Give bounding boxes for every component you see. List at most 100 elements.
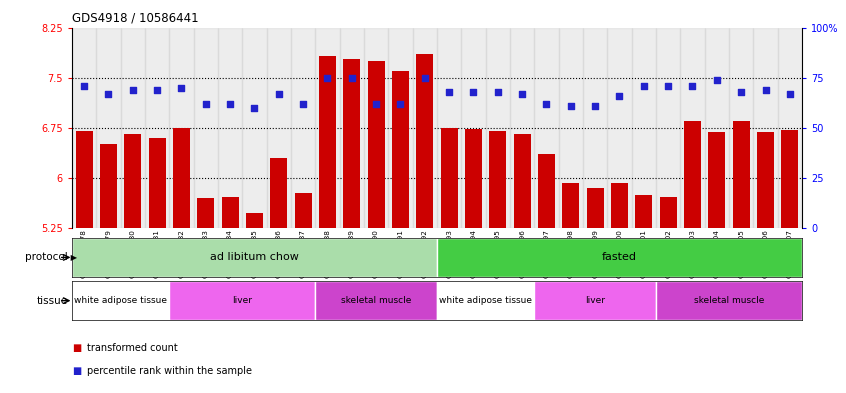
Text: ▶: ▶ <box>68 253 77 262</box>
Bar <box>173 128 190 228</box>
Text: protocol: protocol <box>25 252 68 263</box>
Point <box>102 90 115 97</box>
Bar <box>75 131 92 228</box>
Point <box>564 103 578 109</box>
Bar <box>242 28 266 228</box>
Bar <box>489 131 506 228</box>
Point <box>77 83 91 89</box>
Bar <box>392 71 409 228</box>
Bar <box>145 28 169 228</box>
Point <box>686 83 700 89</box>
Bar <box>607 28 632 228</box>
Bar <box>149 138 166 228</box>
Bar <box>266 28 291 228</box>
Point <box>248 105 261 111</box>
Bar <box>708 132 725 228</box>
Bar <box>368 61 385 228</box>
Bar <box>680 28 705 228</box>
Bar <box>194 28 218 228</box>
Point <box>637 83 651 89</box>
FancyBboxPatch shape <box>316 281 437 320</box>
Text: GDS4918 / 10586441: GDS4918 / 10586441 <box>72 12 199 25</box>
Bar <box>413 28 437 228</box>
Text: tissue: tissue <box>36 296 68 306</box>
Point <box>783 90 797 97</box>
FancyBboxPatch shape <box>437 238 802 277</box>
Bar <box>753 28 777 228</box>
FancyBboxPatch shape <box>656 281 802 320</box>
Bar <box>514 134 530 228</box>
Bar <box>656 28 680 228</box>
Bar <box>364 28 388 228</box>
Bar <box>291 28 316 228</box>
Bar <box>441 128 458 228</box>
Point <box>174 84 188 91</box>
Bar <box>218 28 242 228</box>
Point <box>662 83 675 89</box>
Point <box>588 103 602 109</box>
Bar <box>632 28 656 228</box>
Bar <box>461 28 486 228</box>
Bar <box>510 28 535 228</box>
Bar <box>270 158 288 228</box>
Point <box>199 101 212 107</box>
Point <box>710 77 723 83</box>
Text: white adipose tissue: white adipose tissue <box>439 296 532 305</box>
Bar <box>586 188 604 228</box>
Bar <box>416 54 433 228</box>
Point <box>613 92 626 99</box>
Bar <box>635 195 652 228</box>
Bar <box>169 28 194 228</box>
Bar <box>563 183 580 228</box>
Bar <box>558 28 583 228</box>
Bar <box>319 56 336 228</box>
Point <box>467 88 481 95</box>
Text: ad libitum chow: ad libitum chow <box>210 252 299 263</box>
Text: ■: ■ <box>72 366 81 376</box>
Point <box>515 90 529 97</box>
FancyBboxPatch shape <box>437 281 535 320</box>
Point <box>734 88 748 95</box>
Bar <box>684 121 701 228</box>
Bar <box>535 28 558 228</box>
Bar <box>72 28 96 228</box>
Bar <box>339 28 364 228</box>
Text: liver: liver <box>233 296 252 305</box>
Bar <box>388 28 413 228</box>
Point <box>345 75 359 81</box>
Bar <box>705 28 729 228</box>
Bar <box>757 132 774 228</box>
Point <box>296 101 310 107</box>
Point <box>223 101 237 107</box>
Text: percentile rank within the sample: percentile rank within the sample <box>87 366 252 376</box>
Bar <box>583 28 607 228</box>
Text: white adipose tissue: white adipose tissue <box>74 296 167 305</box>
Point <box>491 88 504 95</box>
Bar <box>197 198 214 228</box>
Point <box>126 86 140 93</box>
Text: skeletal muscle: skeletal muscle <box>694 296 764 305</box>
FancyBboxPatch shape <box>169 281 316 320</box>
Bar <box>782 130 799 228</box>
Bar <box>100 145 117 228</box>
Text: ■: ■ <box>72 343 81 353</box>
Point <box>759 86 772 93</box>
Point <box>442 88 456 95</box>
Bar <box>437 28 461 228</box>
Text: skeletal muscle: skeletal muscle <box>341 296 411 305</box>
Bar <box>729 28 753 228</box>
FancyBboxPatch shape <box>535 281 656 320</box>
Point <box>151 86 164 93</box>
Bar <box>246 213 263 228</box>
Text: fasted: fasted <box>602 252 637 263</box>
Bar <box>316 28 339 228</box>
Point <box>540 101 553 107</box>
Bar <box>294 193 311 228</box>
Bar <box>733 121 750 228</box>
Point <box>393 101 407 107</box>
Bar <box>222 196 239 228</box>
Bar <box>538 154 555 228</box>
Bar <box>465 129 482 228</box>
Bar <box>486 28 510 228</box>
Bar <box>343 59 360 228</box>
